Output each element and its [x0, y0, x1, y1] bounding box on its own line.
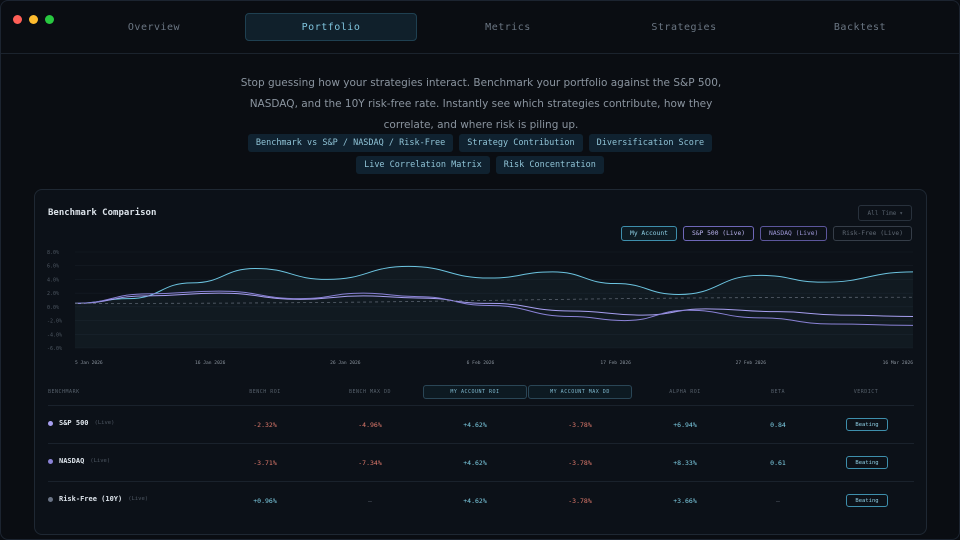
- bench-roi: -2.32%: [253, 421, 277, 429]
- table-row: NASDAQ (Live) -3.71% -7.34% +4.62% -3.78…: [48, 443, 914, 481]
- account-area-fill: [75, 266, 913, 348]
- intro-text: Stop guessing how your strategies intera…: [240, 77, 722, 131]
- table-header: BENCHMARK BENCH ROI BENCH MAX DD MY ACCO…: [35, 385, 928, 401]
- account-max-dd: -3.78%: [568, 459, 592, 467]
- series-line-s-p-500: [74, 292, 914, 317]
- tab-overview[interactable]: Overview: [127, 21, 181, 33]
- col-my-account-roi[interactable]: MY ACCOUNT ROI: [423, 385, 527, 399]
- benchmark-name: NASDAQ (Live): [48, 457, 110, 465]
- col-verdict: VERDICT: [853, 389, 879, 395]
- col-benchmark: BENCHMARK: [48, 389, 80, 395]
- close-window-icon[interactable]: [13, 15, 22, 24]
- card-title: Benchmark Comparison: [48, 208, 157, 218]
- feature-chip: Strategy Contribution: [459, 134, 583, 152]
- verdict-badge: Beating: [846, 456, 888, 469]
- benchmark-line-chart: 8.0% 6.0% 4.0% 2.0% 0.0% -2.0% -4.0% -6.0% 5 Ja…: [47, 250, 914, 366]
- x-tick-label: 17 Feb 2026: [600, 360, 631, 366]
- series-line-nasdaq: [74, 290, 914, 326]
- x-tick-label: 5 Jan 2026: [75, 360, 103, 366]
- feature-chip: Diversification Score: [588, 134, 713, 152]
- series-legend: My Account S&P 500 (Live) NASDAQ (Live) …: [621, 226, 912, 241]
- bench-max-dd: -4.96%: [358, 421, 382, 429]
- x-tick-label: 26 Jan 2026: [330, 360, 361, 366]
- window-controls: [13, 15, 54, 24]
- beta-value: 0.84: [770, 421, 786, 429]
- table-row: Risk-Free (10Y) (Live) +0.96% — +4.62% -…: [48, 481, 914, 519]
- feature-chip: Live Correlation Matrix: [356, 156, 490, 174]
- account-roi: +4.62%: [463, 497, 487, 505]
- tab-portfolio[interactable]: Portfolio: [245, 13, 417, 41]
- live-tag: (Live): [128, 496, 149, 502]
- benchmark-label: Risk-Free (10Y): [59, 495, 123, 503]
- header-divider: [1, 53, 959, 54]
- col-my-account-max-dd[interactable]: MY ACCOUNT MAX DD: [528, 385, 632, 399]
- tab-metrics[interactable]: Metrics: [485, 21, 531, 33]
- benchmark-label: NASDAQ: [59, 457, 85, 465]
- chevron-down-icon: ▾: [899, 209, 903, 217]
- legend-risk-free[interactable]: Risk-Free (Live): [833, 226, 912, 241]
- account-max-dd: -3.78%: [568, 497, 592, 505]
- beta-value: —: [776, 497, 780, 505]
- legend-my-account[interactable]: My Account: [621, 226, 677, 241]
- feature-chip: Risk Concentration: [495, 156, 604, 174]
- maximize-window-icon[interactable]: [45, 15, 54, 24]
- verdict-badge: Beating: [846, 494, 888, 507]
- legend-nasdaq[interactable]: NASDAQ (Live): [760, 226, 828, 241]
- bench-max-dd: —: [368, 497, 372, 505]
- y-tick-label: -6.0%: [47, 346, 62, 352]
- account-max-dd: -3.78%: [568, 421, 592, 429]
- benchmark-card: Benchmark Comparison All Time ▾ My Accou…: [34, 189, 927, 535]
- bench-roi: -3.71%: [253, 459, 277, 467]
- col-bench-roi: BENCH ROI: [249, 389, 281, 395]
- beta-value: 0.61: [770, 459, 786, 467]
- benchmark-name: S&P 500 (Live): [48, 419, 114, 427]
- tab-backtest[interactable]: Backtest: [833, 21, 887, 33]
- alpha-roi: +6.94%: [673, 421, 697, 429]
- series-line-my-account: [74, 265, 914, 304]
- range-label: All Time: [867, 209, 897, 217]
- verdict-badge: Beating: [846, 418, 888, 431]
- y-tick-label: -2.0%: [47, 319, 62, 325]
- series-line-risk-free: [74, 296, 914, 304]
- nav-tabs: Overview Portfolio Metrics Strategies Ba…: [89, 13, 959, 43]
- bench-max-dd: -7.34%: [358, 459, 382, 467]
- x-tick-label: 16 Jan 2026: [195, 360, 226, 366]
- feature-chips-row-2: Live Correlation Matrix Risk Concentrati…: [1, 156, 959, 174]
- y-tick-label: 0.0%: [47, 305, 59, 311]
- feature-chip: Benchmark vs S&P / NASDAQ / Risk-Free: [247, 134, 454, 152]
- table-row: S&P 500 (Live) -2.32% -4.96% +4.62% -3.7…: [48, 405, 914, 443]
- col-beta: BETA: [770, 389, 786, 395]
- col-bench-max-dd: BENCH MAX DD: [348, 389, 392, 395]
- series-dot-icon: [48, 458, 53, 464]
- series-dot-icon: [48, 420, 53, 426]
- y-tick-label: 6.0%: [47, 264, 59, 270]
- x-tick-label: 6 Feb 2026: [467, 360, 495, 366]
- x-tick-label: 27 Feb 2026: [736, 360, 767, 366]
- tab-strategies[interactable]: Strategies: [651, 21, 717, 33]
- feature-chips-row-1: Benchmark vs S&P / NASDAQ / Risk-Free St…: [1, 134, 959, 152]
- bench-roi: +0.96%: [253, 497, 277, 505]
- y-tick-label: -4.0%: [47, 332, 62, 338]
- x-tick-label: 16 Mar 2026: [883, 360, 914, 366]
- alpha-roi: +8.33%: [673, 459, 697, 467]
- series-dot-icon: [48, 496, 53, 502]
- benchmark-label: S&P 500: [59, 419, 89, 427]
- time-range-select[interactable]: All Time ▾: [858, 205, 912, 221]
- col-alpha-roi: ALPHA ROI: [669, 389, 701, 395]
- minimize-window-icon[interactable]: [29, 15, 38, 24]
- account-roi: +4.62%: [463, 459, 487, 467]
- y-tick-label: 8.0%: [47, 250, 59, 256]
- account-roi: +4.62%: [463, 421, 487, 429]
- live-tag: (Live): [94, 420, 115, 426]
- y-tick-label: 2.0%: [47, 291, 59, 297]
- live-tag: (Live): [90, 458, 111, 464]
- y-tick-label: 4.0%: [47, 277, 59, 283]
- legend-sp500[interactable]: S&P 500 (Live): [682, 226, 755, 241]
- alpha-roi: +3.66%: [673, 497, 697, 505]
- benchmark-name: Risk-Free (10Y) (Live): [48, 495, 148, 503]
